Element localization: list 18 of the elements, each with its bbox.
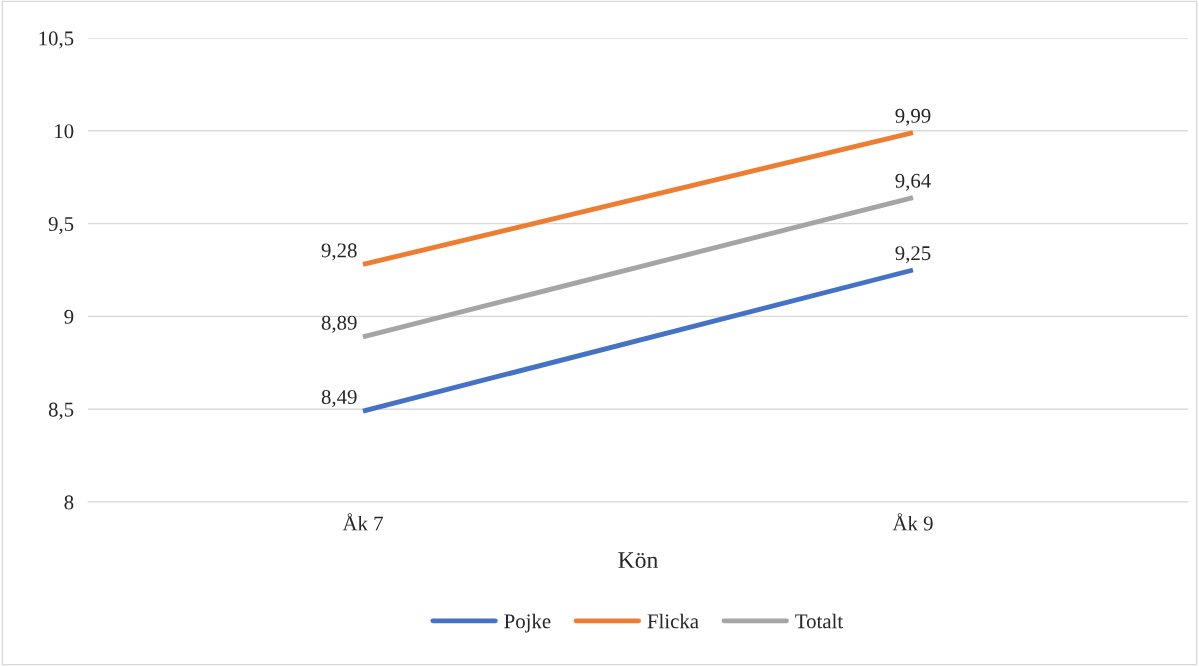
data-label: 9,99 bbox=[895, 108, 931, 126]
x-axis-title: Kön bbox=[618, 552, 658, 569]
y-tick-label: 9 bbox=[64, 309, 74, 324]
legend-label: Totalt bbox=[795, 613, 844, 629]
data-label: 8,49 bbox=[321, 389, 357, 408]
y-tick-label: 9,5 bbox=[48, 217, 74, 235]
x-tick-label: Åk 7 bbox=[342, 513, 383, 531]
legend-label: Flicka bbox=[647, 613, 699, 629]
legend-label: Pojke bbox=[504, 613, 551, 633]
data-label: 9,28 bbox=[321, 243, 357, 261]
data-label: 9,64 bbox=[895, 173, 931, 191]
data-label: 9,25 bbox=[895, 246, 931, 264]
data-label: 8,89 bbox=[321, 315, 357, 333]
y-tick-label: 8,5 bbox=[48, 402, 74, 420]
y-tick-label: 10 bbox=[55, 124, 74, 139]
y-tick-label: 8 bbox=[64, 495, 74, 510]
y-tick-label: 10,5 bbox=[39, 31, 74, 49]
x-tick-label: Åk 9 bbox=[892, 513, 933, 531]
